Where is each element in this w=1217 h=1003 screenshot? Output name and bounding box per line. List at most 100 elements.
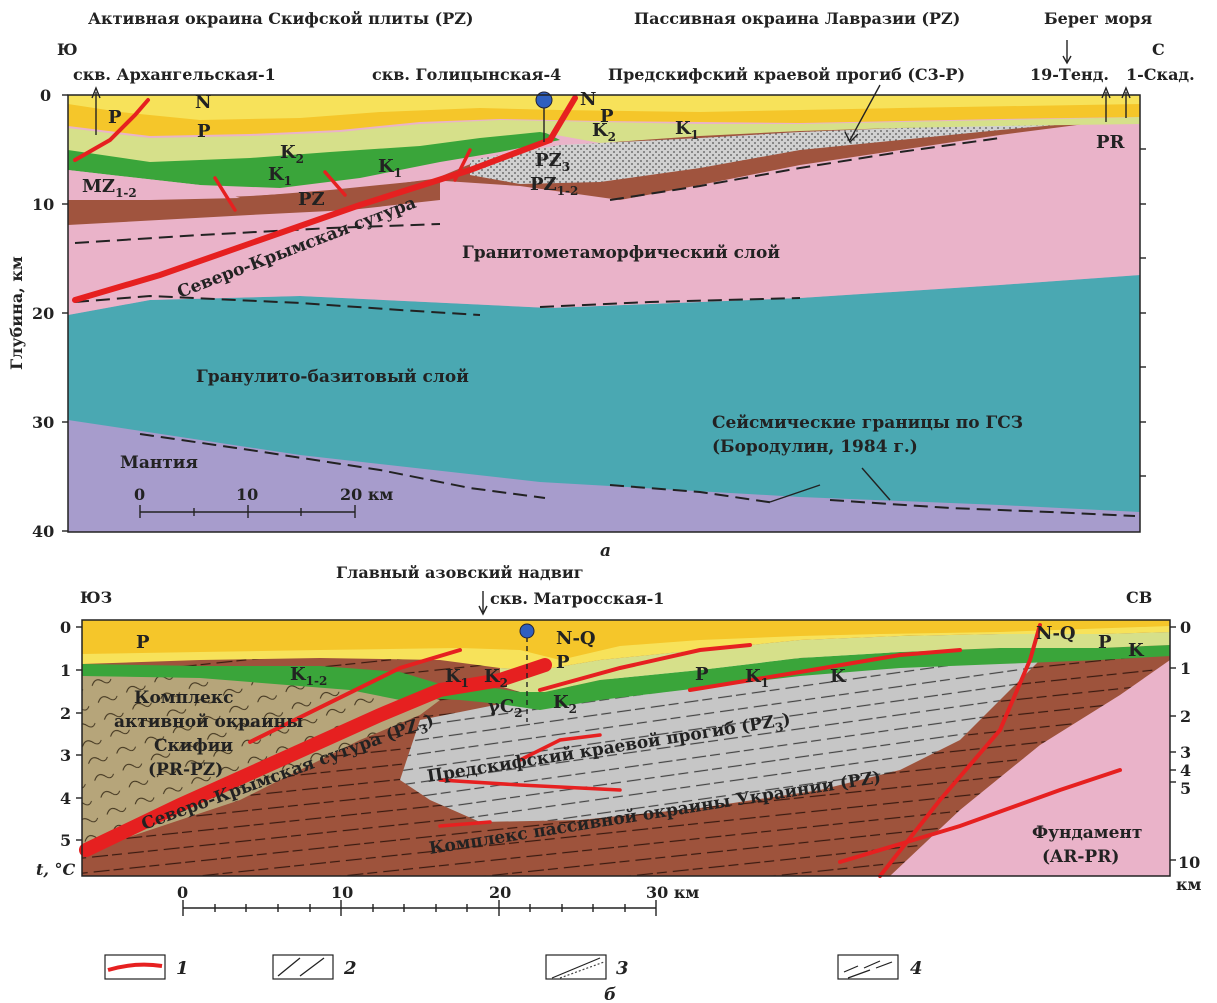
scale-b-20: 20 xyxy=(489,883,511,902)
granulite-layer xyxy=(68,275,1140,512)
unit-n-a1: N xyxy=(195,92,211,113)
faults-b xyxy=(79,623,1122,878)
matrosskaya-well-icon xyxy=(519,623,535,639)
scale-bar-b xyxy=(182,900,657,916)
mantle-label: Мантия xyxy=(120,453,198,473)
y-tick-40: 40 xyxy=(32,522,54,541)
unit-nq-b1: N-Q xyxy=(556,628,596,649)
k2-lightgreen-b xyxy=(500,632,1170,692)
yl-tick-5: 5 xyxy=(60,831,71,850)
legend-item-4: 4 xyxy=(837,954,923,980)
well-matrosskaya-label: скв. Матросская-1 xyxy=(490,589,664,608)
panel-b: Главный азовский надвиг скв. Матросская-… xyxy=(36,563,1202,916)
legend-label-4: 4 xyxy=(910,958,923,979)
y-ticks-a xyxy=(62,94,1146,532)
unit-p-a2: P xyxy=(197,121,211,142)
yl-tick-1: 1 xyxy=(60,661,71,680)
dir-southwest: ЮЗ xyxy=(80,588,112,607)
y-tick-30: 30 xyxy=(32,413,54,432)
unit-k1-b1: K1 xyxy=(445,666,469,690)
legend-item-3: 3 xyxy=(545,954,629,980)
yr-tick-2: 2 xyxy=(1180,707,1191,726)
n-yellow-layer xyxy=(68,95,1140,120)
y-tick-20: 20 xyxy=(32,304,54,323)
unit-mz12: MZ1-2 xyxy=(82,176,137,200)
caption-a: а xyxy=(600,541,611,561)
unit-pz3: PZ3 xyxy=(535,150,570,174)
panel-a: Активная окраина Скифской плиты (PZ) Пас… xyxy=(7,9,1195,561)
scale-b-0: 0 xyxy=(177,883,188,902)
caption-b: б xyxy=(604,985,616,1003)
unit-k2-b2: K2 xyxy=(553,692,577,716)
unit-k2-b1: K2 xyxy=(484,666,508,690)
header-right: Пассивная окраина Лавразии (PZ) xyxy=(634,9,960,28)
unit-k-b2: K xyxy=(830,666,847,687)
scale-a-0: 0 xyxy=(134,485,145,504)
unit-pz12: PZ1-2 xyxy=(530,174,578,198)
unit-k12-b: K1-2 xyxy=(290,664,327,688)
scale-b-30: 30 км xyxy=(646,883,699,902)
legend-label-3: 3 xyxy=(616,958,629,979)
unit-nq-b2: N-Q xyxy=(1036,623,1076,644)
yr-tick-10: 10 xyxy=(1178,853,1200,872)
k2-lightgreen-layer xyxy=(68,117,1140,162)
legend-item-1: 1 xyxy=(104,954,189,980)
yr-tick-5: 5 xyxy=(1180,779,1191,798)
header-sea: Берег моря xyxy=(1044,9,1152,28)
yl-tick-4: 4 xyxy=(60,789,71,808)
unit-p-b3: P xyxy=(1098,632,1112,653)
unit-p-a3: P xyxy=(600,106,614,127)
yl-tick-3: 3 xyxy=(60,746,71,765)
well-skad-label: 1-Скад. xyxy=(1126,65,1195,84)
unit-pz-a: PZ xyxy=(298,189,325,210)
active-margin-label-2: активной окраины xyxy=(114,712,303,732)
yr-tick-1: 1 xyxy=(1180,659,1191,678)
unit-n-a2: N xyxy=(580,89,596,110)
yr-tick-4: 4 xyxy=(1180,761,1191,780)
active-margin-label-3: Скифии xyxy=(154,736,233,756)
dir-northeast: СВ xyxy=(1126,588,1152,607)
well-golitsyn-label: скв. Голицынская-4 xyxy=(372,65,561,84)
scale-a-20: 20 км xyxy=(340,485,393,504)
unit-k1-a3: K1 xyxy=(675,118,699,142)
faults-a xyxy=(72,95,578,303)
basement-label-1: Фундамент xyxy=(1032,823,1142,843)
golitsyn-well-icon xyxy=(535,91,553,109)
active-margin-label-1: Комплекс xyxy=(134,688,233,708)
yl-tick-0: 0 xyxy=(60,618,71,637)
unit-p-b4: P xyxy=(695,664,709,685)
seismic-label-1: Сейсмические границы по ГСЗ xyxy=(712,413,1023,433)
dir-south: Ю xyxy=(57,40,78,59)
unit-gc2: γC2 xyxy=(488,696,523,720)
north-crimean-suture-b xyxy=(79,658,552,857)
nq-orange-layer-b xyxy=(82,620,1170,660)
frame-b xyxy=(81,619,1171,877)
unit-pr: PR xyxy=(1096,132,1126,153)
lower-brown-layer xyxy=(68,178,440,225)
scale-a-10: 10 xyxy=(236,485,258,504)
yr-tick-0: 0 xyxy=(1180,618,1191,637)
active-margin-label-4: (PR-PZ) xyxy=(148,760,223,780)
scale-bar-a xyxy=(139,505,356,518)
yr-unit: км xyxy=(1176,875,1202,894)
unit-k1-b2: K1 xyxy=(745,666,769,690)
well-tend-label: 19-Тенд. xyxy=(1030,65,1109,84)
unit-p-b1: P xyxy=(136,632,150,653)
seismic-label-2: (Бородулин, 1984 г.) xyxy=(712,437,918,457)
y-axis-title-b: t, °С xyxy=(36,860,76,879)
well-markers-b xyxy=(478,591,528,722)
well-arkhangelsk-label: скв. Архангельская-1 xyxy=(73,65,276,84)
scale-b-10: 10 xyxy=(331,883,353,902)
trough-label-a: Предскифский краевой прогиб (С3-Р) xyxy=(608,65,965,84)
unit-k2-a2: K2 xyxy=(592,120,616,144)
y-axis-title-a: Глубина, км xyxy=(7,256,26,370)
yl-tick-2: 2 xyxy=(60,704,71,723)
y-ticks-b xyxy=(76,626,1176,861)
basement-label-2: (AR-PR) xyxy=(1042,847,1119,867)
y-tick-10: 10 xyxy=(32,195,54,214)
mz12-layer xyxy=(68,170,240,200)
north-crimean-suture-a xyxy=(72,95,578,303)
granite-layer-label: Гранитометаморфический слой xyxy=(462,243,780,263)
granulite-layer-label: Гранулито-базитовый слой xyxy=(196,367,469,387)
